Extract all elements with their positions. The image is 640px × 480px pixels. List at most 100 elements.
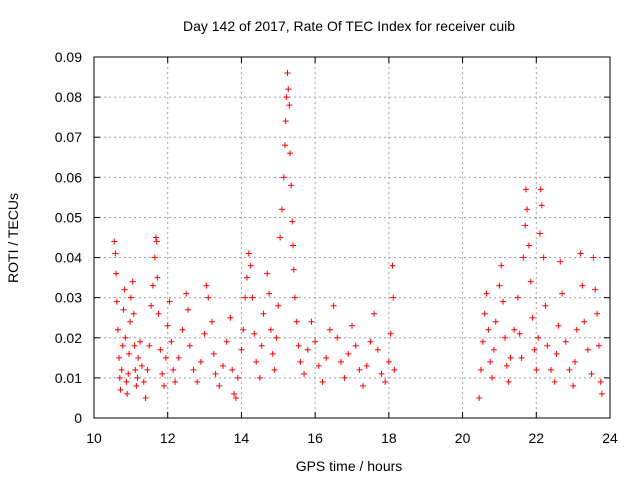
data-point bbox=[286, 102, 293, 109]
data-point bbox=[308, 318, 315, 325]
x-axis: 10 12 14 16 18 20 22 24 bbox=[86, 57, 618, 446]
data-point bbox=[118, 366, 125, 373]
data-point bbox=[186, 342, 193, 349]
data-point bbox=[238, 346, 245, 353]
y-tick-label: 0.02 bbox=[55, 330, 82, 346]
data-point bbox=[284, 70, 291, 77]
data-point bbox=[387, 330, 394, 337]
data-point bbox=[164, 322, 171, 329]
data-point bbox=[562, 338, 569, 345]
data-point bbox=[566, 366, 573, 373]
data-point bbox=[127, 294, 134, 301]
data-point bbox=[559, 290, 566, 297]
grid-lines bbox=[94, 57, 610, 418]
data-point bbox=[157, 346, 164, 353]
data-point bbox=[184, 306, 191, 313]
data-point bbox=[137, 338, 144, 345]
data-point bbox=[592, 286, 599, 293]
x-tick-label: 14 bbox=[234, 430, 250, 446]
data-point bbox=[126, 350, 133, 357]
x-tick-label: 12 bbox=[160, 430, 176, 446]
data-point bbox=[356, 366, 363, 373]
y-axis: 0 0.01 0.02 0.03 0.04 0.05 0.06 0.07 0.08 0.09 bbox=[55, 49, 610, 426]
data-point bbox=[390, 294, 397, 301]
data-point bbox=[498, 262, 505, 269]
data-point bbox=[227, 314, 234, 321]
x-tick-label: 24 bbox=[602, 430, 618, 446]
data-points bbox=[111, 70, 605, 401]
data-point bbox=[154, 274, 161, 281]
data-point bbox=[594, 310, 601, 317]
data-point bbox=[323, 354, 330, 361]
data-point bbox=[273, 334, 280, 341]
data-point bbox=[281, 142, 288, 149]
data-point bbox=[590, 254, 597, 261]
data-point bbox=[485, 326, 492, 333]
y-tick-label: 0.01 bbox=[55, 370, 82, 386]
data-point bbox=[527, 278, 534, 285]
data-point bbox=[166, 298, 173, 305]
data-point bbox=[295, 342, 302, 349]
data-point bbox=[269, 350, 276, 357]
data-point bbox=[256, 374, 263, 381]
data-point bbox=[304, 346, 311, 353]
data-point bbox=[161, 382, 168, 389]
data-point bbox=[258, 342, 265, 349]
data-point bbox=[116, 354, 123, 361]
data-point bbox=[483, 290, 490, 297]
y-tick-label: 0.04 bbox=[55, 250, 82, 266]
y-tick-label: 0.06 bbox=[55, 169, 82, 185]
data-point bbox=[247, 262, 254, 269]
data-point bbox=[111, 238, 118, 245]
data-point bbox=[535, 334, 542, 341]
data-point bbox=[216, 382, 223, 389]
data-point bbox=[153, 238, 160, 245]
y-tick-label: 0.05 bbox=[55, 209, 82, 225]
data-point bbox=[120, 306, 127, 313]
data-point bbox=[231, 390, 238, 397]
data-point bbox=[277, 234, 284, 241]
data-point bbox=[129, 278, 136, 285]
data-point bbox=[490, 346, 497, 353]
data-point bbox=[155, 310, 162, 317]
data-point bbox=[595, 342, 602, 349]
data-point bbox=[229, 366, 236, 373]
data-point bbox=[551, 378, 558, 385]
data-point bbox=[571, 358, 578, 365]
data-point bbox=[522, 186, 529, 193]
data-point bbox=[146, 342, 153, 349]
x-axis-label: GPS time / hours bbox=[296, 458, 403, 474]
data-point bbox=[278, 206, 285, 213]
data-point bbox=[114, 326, 121, 333]
data-point bbox=[588, 370, 595, 377]
data-point bbox=[123, 378, 130, 385]
data-point bbox=[345, 350, 352, 357]
data-point bbox=[113, 298, 120, 305]
data-point bbox=[190, 366, 197, 373]
data-point bbox=[529, 314, 536, 321]
data-point bbox=[282, 118, 289, 125]
data-point bbox=[168, 338, 175, 345]
data-point bbox=[367, 338, 374, 345]
data-point bbox=[144, 366, 151, 373]
data-point bbox=[341, 374, 348, 381]
data-point bbox=[518, 354, 525, 361]
data-point bbox=[337, 358, 344, 365]
data-point bbox=[243, 274, 250, 281]
data-point bbox=[112, 250, 119, 257]
data-point bbox=[352, 342, 359, 349]
data-point bbox=[542, 302, 549, 309]
data-point bbox=[172, 378, 179, 385]
data-point bbox=[319, 378, 326, 385]
data-point bbox=[533, 366, 540, 373]
data-point bbox=[570, 382, 577, 389]
data-point bbox=[133, 382, 140, 389]
data-point bbox=[503, 362, 510, 369]
data-point bbox=[271, 366, 278, 373]
data-point bbox=[531, 346, 538, 353]
data-point bbox=[131, 342, 138, 349]
data-point bbox=[223, 338, 230, 345]
data-point bbox=[598, 390, 605, 397]
data-point bbox=[330, 302, 337, 309]
